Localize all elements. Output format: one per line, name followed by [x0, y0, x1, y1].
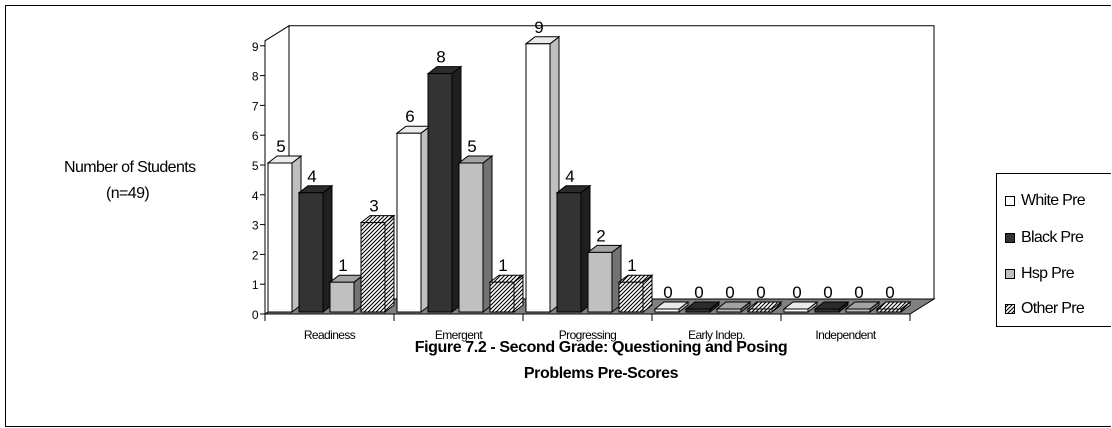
- bar-front: [458, 162, 484, 313]
- y-tick-label: 1: [252, 278, 259, 292]
- bar: [653, 300, 690, 314]
- bar-front: [525, 43, 551, 313]
- data-label: 2: [596, 226, 605, 245]
- bar: [266, 154, 303, 314]
- bar-front: [556, 192, 582, 313]
- data-label: 0: [885, 283, 894, 302]
- legend-label: Other Pre: [1021, 300, 1085, 317]
- bar-front: [716, 308, 742, 313]
- y-tick-label: 2: [252, 248, 259, 262]
- x-axis: Readiness Emergent Progressing Early Indep.…: [264, 313, 911, 342]
- y-tick-label: 8: [252, 70, 259, 84]
- bar-front: [396, 132, 422, 313]
- bar-front: [618, 281, 644, 313]
- bar-front: [329, 281, 355, 313]
- y-axis-label: Number of Students: [64, 159, 196, 176]
- bar: [297, 184, 334, 314]
- legend: White Pre Black Pre Hsp Pre Other Pre: [996, 173, 1111, 327]
- chart-plot: 0 1 2 3 4 5 6 7 8 9 Readiness Emergent Progressing E…: [252, 18, 936, 342]
- legend-swatch-hatched: [1005, 304, 1015, 314]
- bar-front: [876, 308, 902, 313]
- legend-item-other-pre: Other Pre: [1005, 299, 1085, 319]
- data-label: 4: [565, 167, 574, 186]
- bar: [426, 65, 463, 314]
- data-label: 0: [663, 283, 672, 302]
- chart-frame: 0 1 2 3 4 5 6 7 8 9 Readiness Emergent Progressing E…: [5, 5, 1111, 427]
- y-tick-label: 9: [252, 40, 259, 54]
- bar: [555, 184, 592, 314]
- data-labels: 5 4 1 3 6 8 5 1 9 4 2 1 0 0 0 0 0 0 0 0: [276, 18, 894, 302]
- data-label: 6: [405, 107, 414, 126]
- bar-group: [266, 35, 912, 314]
- legend-swatch-gray: [1005, 269, 1015, 279]
- bar-front: [298, 192, 324, 313]
- chart-title: Figure 7.2 - Second Grade: Questioning a…: [414, 339, 788, 356]
- data-label: 9: [534, 18, 543, 37]
- data-label: 1: [627, 256, 636, 275]
- data-label: 5: [276, 137, 285, 156]
- bar: [617, 274, 654, 314]
- y-tick-label: 7: [252, 99, 259, 113]
- bar: [813, 300, 850, 314]
- legend-item-white-pre: White Pre: [1005, 191, 1086, 211]
- legend-swatch-black: [1005, 233, 1015, 243]
- data-label: 0: [823, 283, 832, 302]
- bar: [715, 300, 752, 314]
- bar: [359, 214, 396, 314]
- bar-front: [427, 73, 453, 313]
- data-label: 4: [307, 167, 316, 186]
- bar-front: [783, 308, 809, 313]
- bar: [684, 300, 721, 314]
- x-category-label: Readiness: [304, 328, 356, 342]
- bar: [488, 274, 525, 314]
- bar: [875, 300, 912, 314]
- bar: [844, 300, 881, 314]
- data-label: 3: [369, 197, 378, 216]
- y-tick-label: 0: [252, 308, 259, 322]
- y-axis-label-sample-size: (n=49): [106, 185, 150, 202]
- bar-front: [587, 251, 613, 313]
- bar: [586, 244, 623, 314]
- data-label: 0: [854, 283, 863, 302]
- bar: [457, 154, 494, 314]
- data-label: 1: [338, 256, 347, 275]
- data-label: 1: [498, 256, 507, 275]
- y-tick-label: 5: [252, 159, 259, 173]
- y-tick-label: 4: [252, 189, 259, 203]
- y-tick-label: 3: [252, 219, 259, 233]
- bar-front: [360, 222, 386, 313]
- data-label: 0: [725, 283, 734, 302]
- y-axis: 0 1 2 3 4 5 6 7 8 9: [252, 40, 266, 322]
- legend-label: White Pre: [1021, 192, 1086, 209]
- bar-front: [489, 281, 515, 313]
- bar-front: [267, 162, 293, 313]
- bar-front: [845, 308, 871, 313]
- legend-item-hsp-pre: Hsp Pre: [1005, 264, 1075, 284]
- bar: [395, 125, 432, 314]
- bar-front: [814, 308, 840, 313]
- bar-front: [685, 308, 711, 313]
- data-label: 0: [792, 283, 801, 302]
- bar-side: [384, 214, 395, 314]
- data-label: 8: [436, 48, 445, 67]
- x-category-label: Early Indep.: [688, 328, 745, 342]
- bar-front: [747, 308, 773, 313]
- legend-label: Black Pre: [1021, 229, 1084, 246]
- bar: [746, 300, 783, 314]
- chart-subtitle: Problems Pre-Scores: [523, 365, 679, 382]
- legend-item-black-pre: Black Pre: [1005, 228, 1084, 248]
- data-label: 0: [756, 283, 765, 302]
- x-category-label: Progressing: [559, 328, 616, 342]
- legend-swatch-white: [1005, 196, 1015, 206]
- data-label: 5: [467, 137, 476, 156]
- bar-front: [654, 308, 680, 313]
- bar: [782, 300, 819, 314]
- y-tick-label: 6: [252, 129, 259, 143]
- legend-label: Hsp Pre: [1021, 265, 1075, 282]
- x-category-label: Emergent: [435, 328, 483, 342]
- x-category-label: Independent: [815, 328, 876, 342]
- bar: [328, 274, 365, 314]
- bar: [524, 35, 561, 314]
- data-label: 0: [694, 283, 703, 302]
